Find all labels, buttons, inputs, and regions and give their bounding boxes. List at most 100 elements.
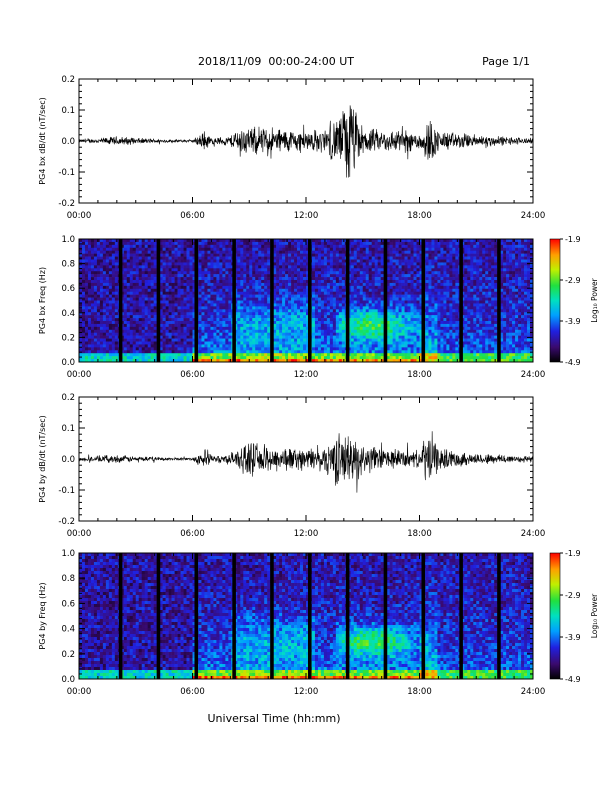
spectrogram-cell — [404, 353, 408, 357]
spectrogram-cell — [386, 347, 390, 351]
spectrogram-cell — [180, 350, 184, 354]
spectrogram-cell — [123, 303, 128, 307]
spectrogram-cell — [210, 250, 214, 254]
spectrogram-cell — [362, 262, 367, 266]
spectrogram-cell — [377, 335, 381, 339]
spectrogram-cell — [326, 259, 331, 263]
spectrogram-cell — [192, 285, 196, 290]
spectrogram-cell — [123, 306, 128, 310]
spectrogram-cell — [222, 271, 226, 275]
spectrogram-cell — [407, 241, 411, 246]
spectrogram-cell — [303, 306, 307, 310]
spectrogram-cell — [114, 329, 119, 334]
spectrogram-cell — [380, 259, 384, 263]
spectrogram-cell — [320, 359, 325, 363]
spectrogram-cell — [252, 335, 256, 339]
spectrogram-cell — [249, 338, 253, 342]
spectrogram-cell — [87, 315, 92, 319]
spectrogram-cell — [135, 329, 140, 334]
spectrogram-cell — [198, 241, 202, 246]
spectrogram-cell — [216, 315, 220, 319]
spectrogram-cell — [108, 253, 113, 257]
spectrogram-cell — [84, 241, 89, 246]
spectrogram-cell — [282, 335, 286, 339]
spectrogram-cell — [210, 282, 214, 287]
spectrogram-cell — [320, 282, 325, 287]
spectrogram-cell — [216, 329, 220, 334]
spectrogram-cell — [99, 353, 104, 357]
spectrogram-cell — [353, 338, 358, 342]
spectrogram-cell — [368, 306, 373, 310]
spectrogram-cell — [329, 277, 334, 281]
spectrogram-cell — [329, 326, 334, 331]
spectrogram-cell — [225, 291, 229, 295]
spectrogram-cell — [353, 350, 358, 354]
spectrogram-cell — [419, 344, 423, 348]
spectrogram-cell — [294, 277, 298, 281]
spectrogram-cell — [303, 326, 307, 331]
spectrogram-cell — [419, 288, 423, 293]
spectrogram-cell — [317, 309, 322, 313]
spectrogram-cell — [150, 285, 154, 290]
spectrogram-cell — [332, 239, 337, 243]
spectrogram-cell — [225, 300, 229, 304]
spectrogram-cell — [249, 318, 253, 322]
spectrogram-cell — [246, 323, 250, 328]
spectrogram-cell — [401, 268, 405, 272]
spectrogram-cell — [147, 271, 151, 275]
spectrogram-cell — [347, 332, 352, 336]
spectrogram-cell — [141, 280, 146, 284]
spectrogram-cell — [273, 326, 277, 331]
spectrogram-cell — [171, 256, 175, 260]
spectrogram-cell — [99, 309, 104, 313]
spectrogram-cell — [183, 250, 187, 254]
spectrogram-cell — [144, 262, 148, 266]
spectrogram-cell — [404, 271, 408, 275]
spectrogram-cell — [359, 318, 364, 322]
spectrogram-cell — [144, 288, 148, 293]
spectrogram-cell — [177, 335, 181, 339]
spectrogram-cell — [204, 353, 208, 357]
spectrogram-cell — [129, 282, 134, 287]
spectrogram-cell — [165, 244, 169, 249]
spectrogram-cell — [132, 300, 137, 304]
spectrogram-cell — [138, 309, 143, 313]
spectrogram-cell — [180, 271, 184, 275]
spectrogram-cell — [377, 323, 381, 328]
spectrogram-cell — [87, 359, 92, 363]
spectrogram-cell — [159, 247, 163, 252]
spectrogram-cell — [329, 250, 334, 254]
spectrogram-cell — [105, 291, 110, 295]
spectrogram-cell — [320, 291, 325, 295]
spectrogram-cell — [108, 271, 113, 275]
spectrogram-cell — [368, 291, 373, 295]
spectrogram-cell — [141, 297, 146, 301]
spectrogram-cell — [410, 268, 414, 272]
spectrogram-cell — [186, 326, 190, 331]
spectrogram-cell — [132, 288, 137, 293]
spectrogram-cell — [90, 329, 95, 334]
spectrogram-cell — [84, 323, 89, 328]
spectrogram-cell — [138, 247, 143, 252]
spectrogram-cell — [362, 239, 367, 243]
spectrogram-cell — [135, 247, 140, 252]
spectrogram-cell — [398, 332, 402, 336]
spectrogram-cell — [374, 321, 378, 325]
spectrogram-cell — [362, 247, 367, 252]
spectrogram-cell — [392, 359, 396, 363]
spectrogram-cell — [177, 259, 181, 263]
spectrogram-cell — [255, 285, 259, 290]
spectrogram-cell — [300, 282, 304, 287]
spectrogram-cell — [150, 347, 154, 351]
spectrogram-cell — [174, 271, 178, 275]
spectrogram-cell — [213, 306, 217, 310]
spectrogram-cell — [285, 321, 289, 325]
spectrogram-cell — [371, 259, 375, 263]
spectrogram-cell — [341, 268, 346, 272]
spectrogram-cell — [189, 347, 193, 351]
spectrogram-cell — [216, 353, 220, 357]
spectrogram-cell — [279, 277, 283, 281]
spectrogram-cell — [303, 329, 307, 334]
spectrogram-cell — [141, 277, 146, 281]
